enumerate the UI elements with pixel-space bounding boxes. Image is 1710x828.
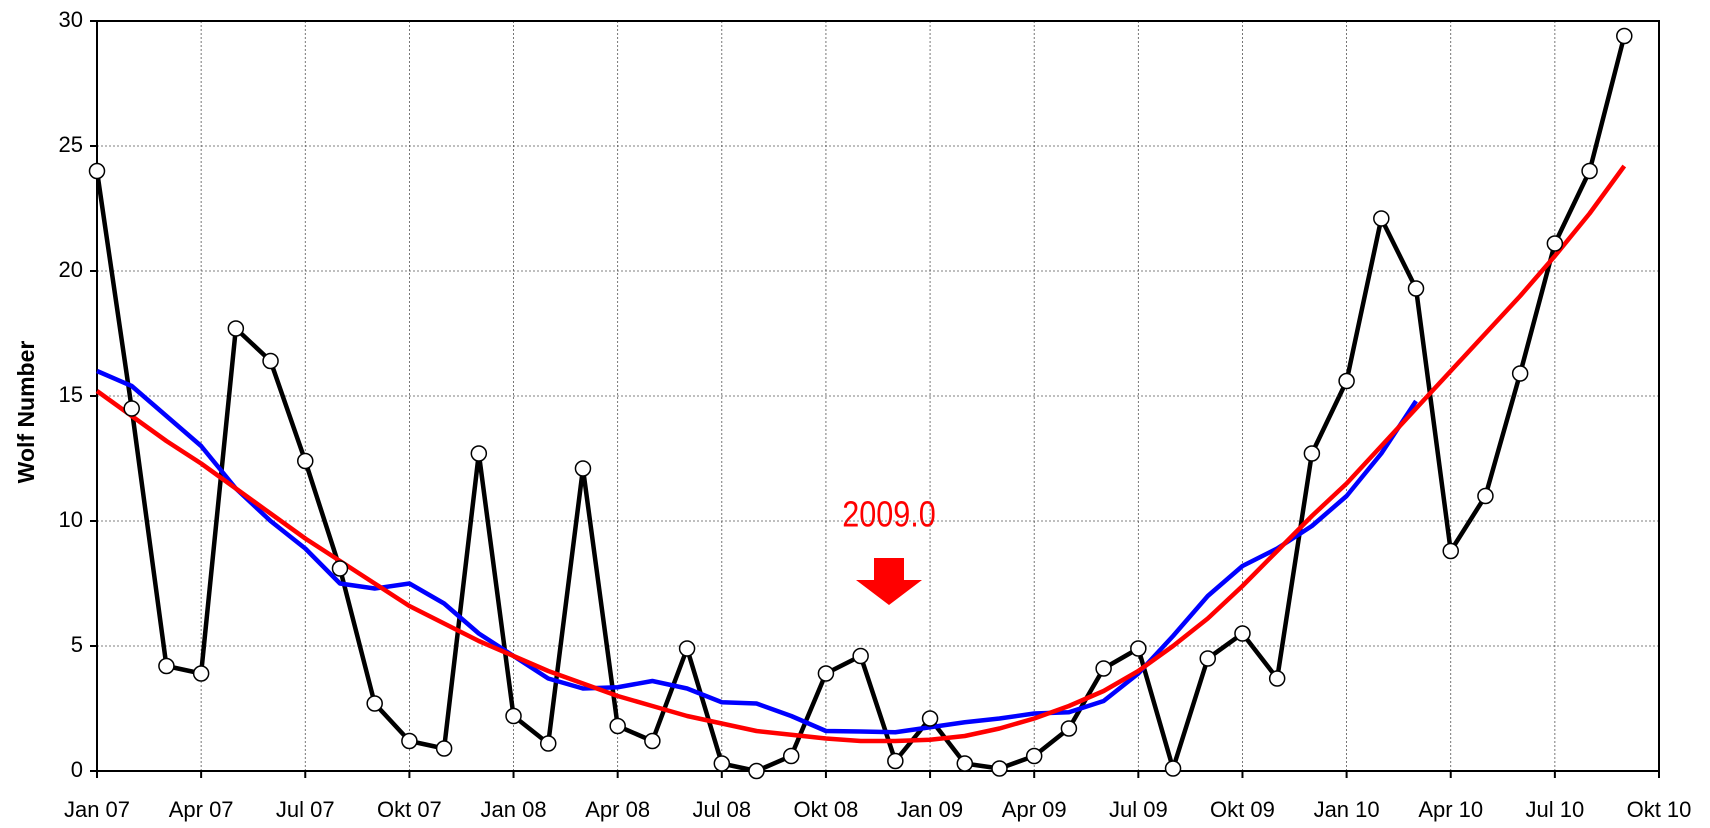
data-point [1164, 760, 1182, 777]
data-point [1407, 280, 1425, 297]
series-line [96, 368, 1418, 735]
data-point [1095, 660, 1112, 677]
annotation-arrow [856, 558, 922, 605]
y-tick-label: 30 [59, 7, 83, 32]
data-point [297, 452, 314, 470]
x-tick-label: Okt 10 [1627, 797, 1692, 822]
data-point [921, 710, 939, 727]
data-point [401, 732, 418, 750]
data-point [574, 460, 592, 477]
data-point [1199, 650, 1217, 667]
x-tick-label: Okt 07 [377, 797, 442, 822]
y-tick-label: 5 [71, 632, 83, 657]
data-point [748, 762, 765, 780]
data-point [1060, 720, 1078, 737]
data-point [262, 352, 279, 370]
x-tick-label: Jul 10 [1526, 797, 1585, 822]
x-tick-label: Jul 09 [1109, 797, 1168, 822]
x-tick-label: Okt 08 [794, 797, 859, 822]
data-point [817, 665, 835, 682]
data-point [644, 732, 661, 750]
y-tick-label: 0 [71, 757, 83, 782]
x-tick-label: Jan 10 [1314, 797, 1380, 822]
x-tick-label: Jan 07 [64, 797, 130, 822]
data-point [88, 162, 106, 180]
data-point [782, 747, 800, 765]
x-tick-label: Jul 07 [276, 797, 335, 822]
data-point [123, 400, 140, 417]
data-point [887, 752, 904, 770]
data-point [1373, 210, 1390, 227]
data-point [1338, 372, 1355, 390]
data-point [1025, 747, 1043, 765]
data-point [1268, 670, 1286, 687]
data-point [158, 657, 175, 675]
data-point [1130, 640, 1147, 657]
y-axis-label: Wolf Number [13, 341, 39, 484]
data-point [713, 755, 731, 772]
annotation: 2009.0 [842, 495, 936, 535]
data-point [1616, 27, 1633, 45]
data-point [539, 735, 557, 752]
y-tick-label: 10 [59, 507, 83, 532]
data-point [1234, 625, 1251, 642]
data-point [1477, 487, 1494, 505]
data-point [678, 640, 696, 657]
data-point [1442, 542, 1459, 560]
data-point [1581, 162, 1598, 180]
data-point [505, 707, 522, 725]
data-point [956, 755, 974, 772]
data-point [470, 445, 488, 462]
y-tick-label: 20 [59, 257, 83, 282]
data-point [609, 717, 626, 735]
x-tick-label: Jan 09 [897, 797, 963, 822]
x-tick-label: Apr 09 [1002, 797, 1067, 822]
x-tick-label: Okt 09 [1210, 797, 1275, 822]
data-point [991, 760, 1008, 777]
data-point [1303, 445, 1321, 462]
data-point [331, 560, 349, 577]
data-point [227, 320, 245, 337]
plot-frame [96, 20, 1660, 772]
y-tick-label: 25 [59, 132, 83, 157]
data-point [366, 695, 383, 712]
y-tick-label: 15 [59, 382, 83, 407]
data-point [192, 665, 210, 682]
x-tick-label: Jan 08 [481, 797, 547, 822]
x-tick-label: Jul 08 [692, 797, 751, 822]
x-tick-label: Apr 08 [585, 797, 650, 822]
data-point [1511, 365, 1529, 382]
x-tick-label: Apr 07 [169, 797, 234, 822]
data-point [1546, 235, 1564, 252]
data-point [852, 647, 869, 665]
series-line [95, 164, 1627, 744]
x-tick-label: Apr 10 [1418, 797, 1483, 822]
data-point [435, 740, 453, 757]
